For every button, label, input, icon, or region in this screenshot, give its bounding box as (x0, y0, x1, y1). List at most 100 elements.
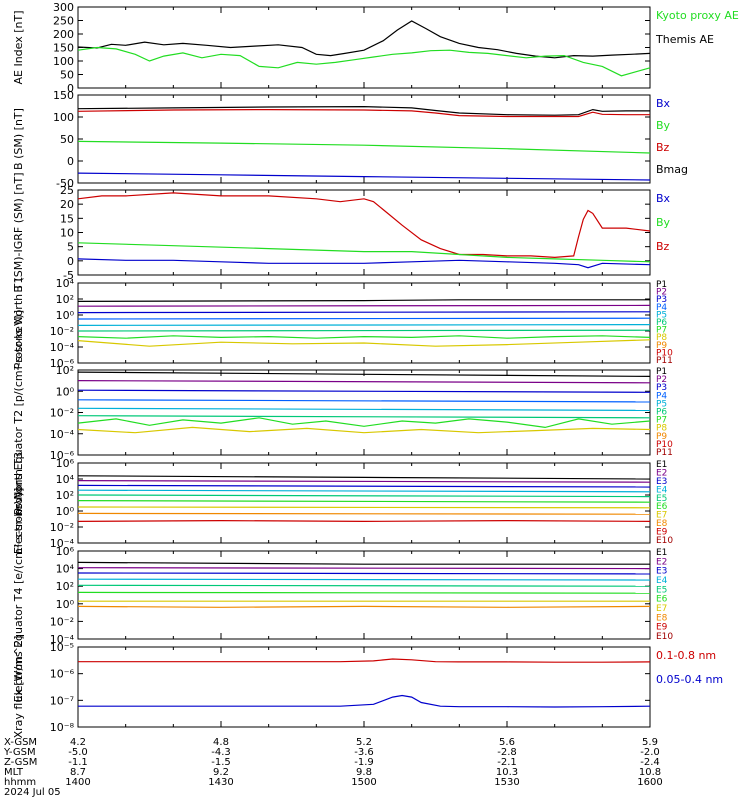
series-line-bx (77, 258, 651, 269)
axis-row-value: -1.1 (68, 757, 88, 768)
legend-label: E5 (656, 494, 667, 504)
y-tick-label: 10² (56, 489, 74, 502)
series-line-p6 (77, 415, 651, 419)
legend-label: By (656, 119, 671, 132)
legend-label: P4 (656, 391, 667, 401)
legend-label: E4 (656, 485, 668, 495)
y-tick-label: 50 (60, 133, 74, 146)
y-tick-label: 50 (60, 69, 74, 82)
y-tick-label: 10⁻⁴ (50, 537, 75, 550)
legend-label: P2 (656, 375, 667, 385)
y-tick-label: 10⁰ (56, 309, 75, 322)
series-line-e7 (77, 506, 651, 509)
legend-label: P1 (656, 367, 667, 377)
axis-row-label: Z-GSM (4, 757, 37, 768)
legend-label: E8 (656, 519, 668, 529)
legend-label: E4 (656, 576, 668, 586)
legend-label: P3 (656, 383, 667, 393)
axis-row-value: -5.0 (68, 747, 88, 758)
legend-label: E6 (656, 502, 668, 512)
axis-row-value: 1430 (208, 777, 233, 788)
axis-row-value: 1500 (351, 777, 376, 788)
series-line-e1 (77, 475, 651, 480)
legend-label: Bmag (656, 163, 688, 176)
legend-label: E1 (656, 460, 667, 470)
y-tick-label: 10⁻⁴ (50, 341, 75, 354)
series-line-e6 (77, 500, 651, 503)
panel-6: 10⁻⁴ 10⁻² 10⁰ 10² 10⁴ 10⁶ Electrons North T3 E1… (12, 452, 673, 554)
axis-row-label: X-GSM (4, 737, 37, 748)
series-line-p5 (77, 407, 651, 411)
y-axis-label: Protons North T1 (12, 277, 25, 370)
legend-label: E10 (656, 536, 673, 546)
y-tick-label: 10⁰ (56, 505, 75, 518)
axis-row-label: hhmm (4, 777, 36, 788)
y-tick-label: 250 (53, 15, 74, 28)
legend-label: P10 (656, 440, 673, 450)
legend-label: P3 (656, 295, 667, 305)
panel-8: 10⁻⁸ 10⁻⁷ 10⁻⁶ 10⁻⁵ Xray flux [W/m^2] 0.1-0.8… (12, 636, 723, 739)
y-axis-label: Electrons North T3 (12, 452, 25, 554)
legend-label: P6 (656, 318, 667, 328)
y-tick-label: 10⁰ (56, 385, 75, 398)
axis-row-value: 10.3 (496, 767, 518, 778)
y-tick-label: 10⁻⁸ (50, 721, 75, 734)
axis-row-value: -3.6 (354, 747, 374, 758)
legend-label: Bx (656, 192, 671, 205)
time-axis-table: X-GSM 4.2 4.8 5.2 5.6 5.9 Y-GSM -5.0 -4.3 -3.6 -2.… (3, 737, 663, 798)
plot-frame (77, 282, 651, 364)
y-tick-label: 10⁴ (56, 473, 75, 486)
legend-label: P1 (656, 280, 667, 290)
legend-label: Bz (656, 240, 670, 253)
y-tick-label: 10⁻² (50, 521, 74, 534)
axis-row-value: -2.0 (640, 747, 660, 758)
legend-label: E5 (656, 585, 667, 595)
y-tick-label: 10² (56, 580, 74, 593)
series-line-p7 (77, 417, 651, 429)
y-tick-label: 10⁻⁴ (50, 633, 75, 646)
legend-label: 0.1-0.8 nm (656, 649, 716, 662)
axis-row-value: 1600 (637, 777, 662, 788)
series-line-e9 (77, 519, 651, 523)
legend-label: P8 (656, 424, 667, 434)
panel-7: 10⁻⁴ 10⁻² 10⁰ 10² 10⁴ 10⁶ Electrons Equator T4… (12, 488, 673, 703)
series-line-p8 (77, 426, 651, 434)
series-line-e8 (77, 512, 651, 515)
legend-label: Bx (656, 97, 671, 110)
y-tick-label: 150 (53, 89, 74, 102)
legend-label: Bz (656, 141, 670, 154)
series-line-e2 (77, 480, 651, 483)
y-tick-label: 10⁰ (56, 598, 75, 611)
legend-label: E8 (656, 613, 668, 623)
legend-label: P11 (656, 448, 673, 458)
series-line-p8 (77, 339, 651, 347)
legend-label: P6 (656, 408, 667, 418)
y-tick-label: 10⁻² (50, 615, 74, 628)
y-tick-label: 10⁻⁶ (50, 449, 75, 462)
axis-row-label: MLT (4, 767, 24, 778)
axis-row-value: -4.3 (211, 747, 231, 758)
y-tick-label: 10 (60, 227, 74, 240)
series-line-p2 (77, 304, 651, 307)
series-line-bmag (77, 105, 650, 116)
legend-label: By (656, 216, 671, 229)
legend-label: P4 (656, 303, 667, 313)
y-tick-label: 0 (67, 155, 74, 168)
y-tick-label: 150 (53, 42, 74, 55)
legend-label: 0.05-0.4 nm (656, 673, 723, 686)
y-tick-label: 10⁶ (56, 457, 75, 470)
y-tick-label: 25 (60, 184, 74, 197)
series-line-p6 (77, 329, 651, 332)
legend-label: E3 (656, 567, 667, 577)
series-line-kyoto-proxy-ae (77, 46, 651, 77)
axis-row-value: 4.8 (213, 737, 229, 748)
y-axis-label: Electrons Equator T4 [e/(cm²-s-sr-keV)] (12, 488, 25, 703)
y-tick-label: 300 (53, 1, 74, 14)
axis-row-value: -1.5 (211, 757, 231, 768)
series-line-e4 (77, 578, 651, 581)
plot-frame (77, 6, 651, 89)
series-line-p3 (77, 311, 651, 314)
y-axis-label: Protons Equator T2 [p/(cm²-s-sr-keV)] (12, 310, 25, 515)
